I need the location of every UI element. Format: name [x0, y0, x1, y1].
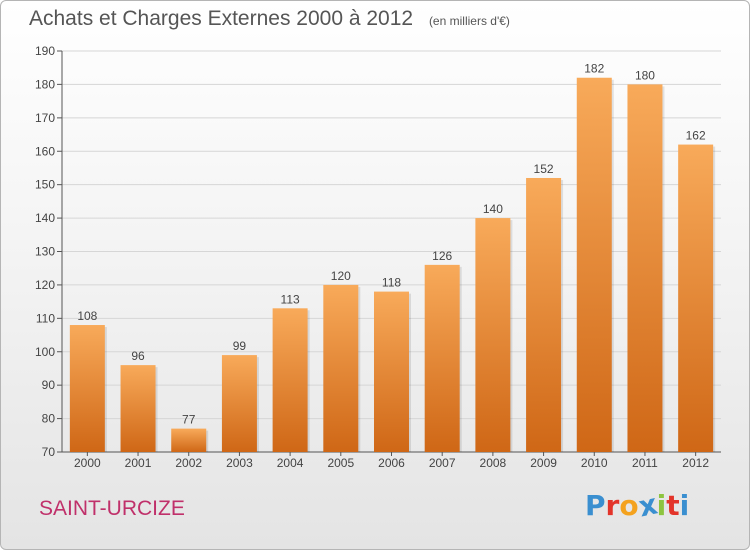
data-label: 182	[584, 62, 604, 76]
logo-letter: i	[656, 489, 667, 522]
bar	[424, 264, 460, 452]
y-tick-label: 80	[42, 412, 56, 426]
chart-title: Achats et Charges Externes 2000 à 2012 (…	[29, 7, 510, 31]
proxiti-logo[interactable]: Proxiti	[585, 487, 690, 523]
bars	[69, 77, 716, 453]
bar	[69, 325, 105, 452]
y-tick-label: 180	[35, 77, 55, 91]
y-tick-label: 70	[42, 445, 56, 459]
bar	[374, 291, 409, 452]
x-tick-label: 2004	[277, 456, 304, 470]
bar	[475, 218, 511, 452]
data-label: 118	[382, 276, 401, 290]
x-tick-label: 2009	[530, 456, 557, 470]
x-tick-label: 2011	[632, 456, 658, 470]
y-tick-label: 140	[35, 211, 55, 225]
bar	[576, 77, 612, 452]
y-tick-label: 110	[36, 311, 55, 325]
y-tick-label: 100	[35, 345, 55, 359]
bar	[526, 177, 562, 452]
x-tick-label: 2000	[74, 456, 101, 470]
data-label: 152	[534, 162, 554, 176]
logo-letter: r	[605, 489, 620, 522]
y-tick-label: 160	[35, 144, 55, 158]
logo-letter: i	[679, 489, 690, 522]
logo-letter: P	[585, 489, 606, 522]
y-tick-label: 170	[35, 111, 55, 125]
data-label: 108	[77, 309, 97, 323]
chart-unit: (en milliers d'€)	[428, 14, 510, 28]
data-label: 113	[281, 292, 300, 306]
data-label: 99	[233, 339, 247, 353]
data-labels: 108 96 77 99 113 120 118 126 140 152 182 180 162	[77, 62, 706, 427]
y-tick-label: 130	[35, 245, 55, 259]
data-label: 120	[331, 269, 351, 283]
y-tick-label: 190	[35, 44, 55, 58]
chart-title-text: Achats et Charges Externes 2000 à 2012	[29, 7, 414, 30]
tick-labels: 70 80 90 100 110 120 130 140 150 160 170 180 190 2000…	[35, 44, 709, 470]
y-tick-label: 90	[42, 378, 56, 392]
bar	[221, 355, 257, 452]
bar	[120, 365, 156, 452]
bar	[171, 428, 207, 452]
data-label: 140	[483, 202, 503, 216]
x-tick-label: 2007	[429, 456, 456, 470]
bar	[323, 284, 359, 452]
x-tick-label: 2001	[125, 456, 152, 470]
x-tick-label: 2008	[480, 456, 507, 470]
x-tick-label: 2006	[378, 456, 405, 470]
bar	[678, 144, 714, 453]
data-label: 77	[182, 413, 196, 427]
data-label: 162	[686, 129, 706, 143]
data-label: 126	[432, 249, 452, 263]
y-tick-label: 120	[35, 278, 55, 292]
x-tick-label: 2012	[682, 456, 709, 470]
bar	[272, 308, 308, 452]
x-tick-label: 2003	[226, 456, 253, 470]
y-tick-label: 150	[35, 178, 55, 192]
x-tick-label: 2010	[581, 456, 608, 470]
logo-letter: t	[666, 489, 680, 522]
data-label: 96	[131, 349, 145, 363]
data-label: 180	[635, 68, 655, 82]
commune-name: SAINT-URCIZE	[39, 497, 185, 520]
x-tick-label: 2005	[327, 456, 354, 470]
x-tick-label: 2002	[175, 456, 202, 470]
logo-letter: o	[619, 489, 639, 522]
bar	[627, 84, 663, 453]
